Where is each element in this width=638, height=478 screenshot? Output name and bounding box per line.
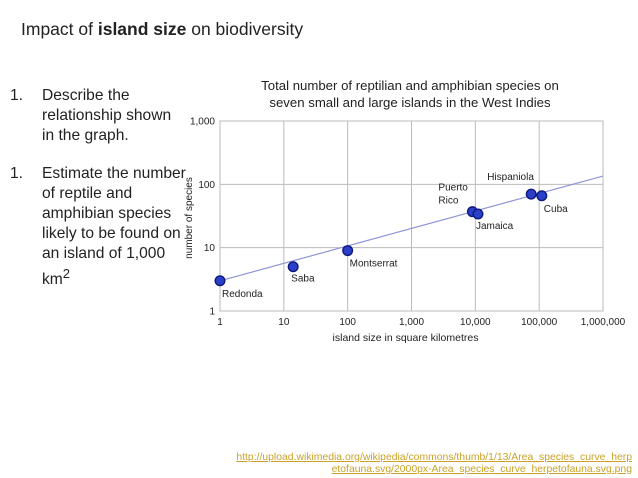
data-point (525, 188, 537, 200)
data-point (287, 261, 299, 273)
question-number: 1. (10, 87, 24, 104)
question-list: 1. Describe the relationship shown in th… (10, 86, 186, 308)
y-tick-label: 1,000 (190, 117, 215, 128)
data-point (342, 245, 354, 257)
source-link-line[interactable]: http://upload.wikimedia.org/wikipedia/co… (236, 452, 632, 463)
source-link[interactable]: http://upload.wikimedia.org/wikipedia/co… (200, 452, 632, 476)
point-label: Puerto (438, 183, 468, 194)
point-label: Rico (438, 196, 458, 207)
question-number: 1. (10, 165, 24, 182)
chart-title-line: Total number of reptilian and amphibian … (261, 78, 559, 93)
title-bold: island size (97, 19, 187, 39)
x-tick-label: 10,000 (460, 317, 491, 328)
superscript: 2 (62, 266, 71, 281)
title-suffix: on biodiversity (186, 19, 304, 39)
chart-title: Total number of reptilian and amphibian … (210, 77, 610, 111)
y-tick-label: 1 (209, 307, 215, 318)
y-tick-label: 10 (204, 243, 216, 254)
y-tick-label: 100 (198, 180, 215, 191)
question-text: Estimate the number of reptile and amphi… (42, 165, 186, 289)
x-tick-label: 1 (217, 317, 223, 328)
x-tick-label: 1,000 (399, 317, 424, 328)
chart-title-line: seven small and large islands in the Wes… (269, 95, 551, 110)
x-tick-label: 100,000 (521, 317, 558, 328)
question-item: 1. Describe the relationship shown in th… (10, 86, 186, 146)
slide-title: Impact of island size on biodiversity (21, 19, 303, 40)
question-item: 1. Estimate the number of reptile and am… (10, 164, 186, 290)
point-label: Cuba (544, 204, 568, 215)
data-point (472, 208, 484, 220)
question-text: Describe the relationship shown in the g… (42, 87, 172, 144)
x-tick-label: 1,000,000 (581, 317, 626, 328)
y-axis-label: number of species (184, 177, 195, 259)
title-prefix: Impact of (21, 19, 98, 39)
data-point (214, 275, 226, 287)
point-label: Hispaniola (487, 172, 534, 183)
point-label: Saba (291, 274, 315, 285)
data-point (536, 190, 548, 202)
x-tick-label: 10 (278, 317, 290, 328)
point-label: Redonda (222, 289, 263, 300)
source-link-line[interactable]: etofauna.svg/2000px-Area_species_curve_h… (331, 464, 632, 475)
x-axis-label: island size in square kilometres (333, 332, 479, 344)
point-label: Montserrat (350, 259, 398, 270)
x-tick-label: 100 (339, 317, 356, 328)
point-label: Jamaica (476, 221, 514, 232)
